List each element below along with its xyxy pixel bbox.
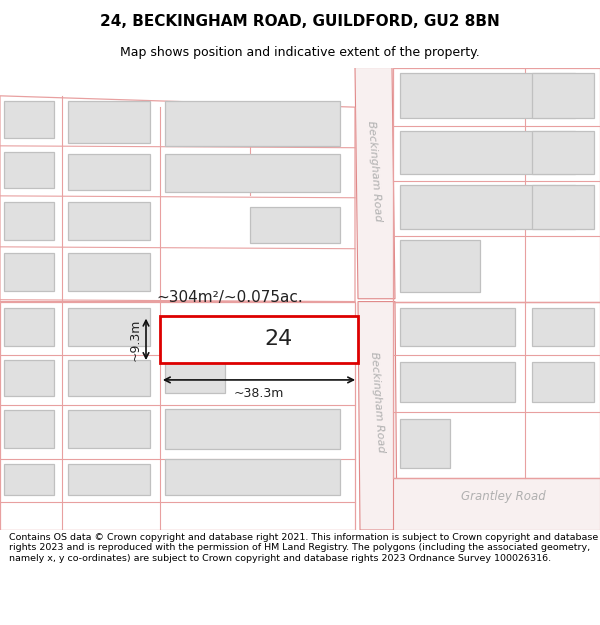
Polygon shape [358, 302, 397, 530]
Bar [165, 409, 340, 449]
Bar [400, 419, 450, 468]
Bar [4, 360, 54, 396]
Bar [68, 101, 150, 143]
Bar [68, 154, 150, 190]
Bar [165, 360, 225, 393]
Text: 24: 24 [265, 329, 293, 349]
Bar [165, 459, 340, 495]
Bar [400, 73, 575, 119]
Bar [68, 254, 150, 291]
Bar [400, 308, 515, 346]
Text: ~304m²/~0.075ac.: ~304m²/~0.075ac. [157, 291, 304, 306]
Text: 24, BECKINGHAM ROAD, GUILDFORD, GU2 8BN: 24, BECKINGHAM ROAD, GUILDFORD, GU2 8BN [100, 14, 500, 29]
Text: Beckingham Road: Beckingham Road [367, 121, 383, 222]
Text: Map shows position and indicative extent of the property.: Map shows position and indicative extent… [120, 46, 480, 59]
Bar [400, 362, 515, 402]
Bar [68, 360, 150, 396]
Bar [160, 316, 358, 363]
Bar [4, 308, 54, 346]
Bar [4, 410, 54, 448]
Bar [4, 464, 54, 495]
Bar [68, 308, 150, 346]
Text: ~38.3m: ~38.3m [234, 388, 284, 401]
Bar [400, 186, 575, 229]
Text: Grantley Road: Grantley Road [461, 491, 545, 504]
Bar [532, 131, 594, 174]
Bar [532, 362, 594, 402]
Bar [68, 410, 150, 448]
Bar [68, 202, 150, 240]
Bar [532, 186, 594, 229]
Bar [165, 154, 340, 192]
Bar [400, 131, 575, 174]
Bar [4, 254, 54, 291]
Polygon shape [393, 478, 600, 530]
Bar [68, 464, 150, 495]
Text: Beckingham Road: Beckingham Road [370, 352, 386, 453]
Text: Contains OS data © Crown copyright and database right 2021. This information is : Contains OS data © Crown copyright and d… [9, 533, 598, 562]
Bar [4, 152, 54, 188]
Bar [532, 73, 594, 119]
Bar [400, 240, 480, 292]
Bar [532, 308, 594, 346]
Bar [165, 101, 340, 146]
Polygon shape [355, 68, 395, 299]
Bar [250, 208, 340, 243]
Bar [4, 202, 54, 240]
Text: ~9.3m: ~9.3m [129, 318, 142, 361]
Bar [4, 101, 54, 138]
